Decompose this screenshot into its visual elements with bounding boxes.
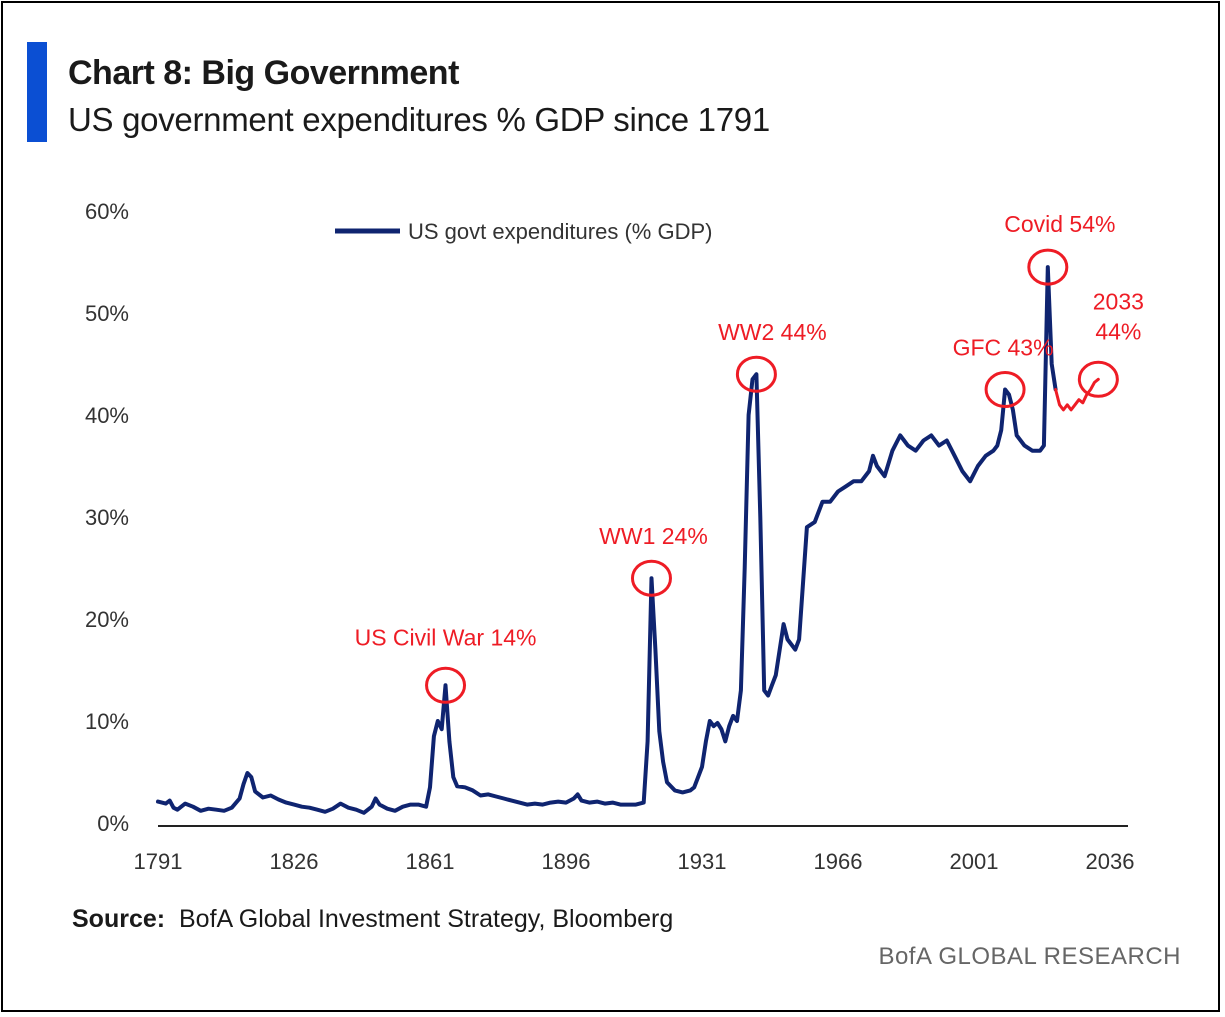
annotation-label: WW1 24%: [599, 523, 708, 549]
source-text: BofA Global Investment Strategy, Bloombe…: [179, 905, 674, 933]
series-layer: [156, 265, 1100, 815]
annotation-label: 44%: [1095, 318, 1141, 344]
annotation-circle: [425, 666, 467, 704]
x-tick-label: 1826: [270, 849, 319, 874]
legend-label: US govt expenditures (% GDP): [408, 219, 712, 244]
x-tick-label: 1861: [406, 849, 455, 874]
annotation-label: US Civil War 14%: [355, 624, 537, 650]
x-tick-label: 1931: [678, 849, 727, 874]
annotation-circle: [984, 371, 1026, 408]
series-line-projection: [1054, 377, 1100, 412]
x-tick-label: 1896: [542, 849, 591, 874]
source-label: Source:: [72, 905, 166, 933]
annotation-circle: [630, 559, 672, 597]
y-tick-label: 20%: [85, 607, 129, 632]
y-tick-label: 40%: [85, 403, 129, 428]
source-note: Source: BofA Global Investment Strategy,…: [72, 905, 673, 934]
annotation-label: 2033: [1093, 288, 1144, 314]
annotation-label: GFC 43%: [953, 335, 1054, 361]
chart-title: Chart 8: Big Government: [68, 54, 459, 92]
x-tick-label: 1791: [134, 849, 183, 874]
annotation-label: WW2 44%: [718, 319, 827, 345]
annotation-circle: [735, 355, 777, 393]
series-line-us-govt-expenditures: [156, 265, 1058, 815]
annotation-layer: US Civil War 14% WW1 24% WW2 44% GFC 43% Cov…: [355, 211, 1144, 704]
y-tick-label: 10%: [85, 709, 129, 734]
y-tick-label: 60%: [85, 199, 129, 224]
chart-subtitle: US government expenditures % GDP since 1…: [68, 101, 770, 138]
y-tick-label: 30%: [85, 505, 129, 530]
y-tick-label: 0%: [97, 811, 129, 836]
annotation-circle: [1027, 248, 1069, 286]
x-tick-label: 1966: [814, 849, 863, 874]
brand-mark: BofA GLOBAL RESEARCH: [878, 943, 1181, 970]
title-accent-bar: [27, 42, 47, 142]
y-tick-label: 50%: [85, 301, 129, 326]
x-tick-label: 2001: [950, 849, 999, 874]
annotation-circle: [1077, 360, 1119, 398]
annotation-label: Covid 54%: [1004, 211, 1115, 237]
x-axis: 1791 1826 1861 1896 1931 1966 2001 2036: [134, 825, 1135, 874]
x-tick-label: 2036: [1086, 849, 1135, 874]
legend: US govt expenditures (% GDP): [335, 219, 712, 244]
y-axis: 0% 10% 20% 30% 40% 50% 60%: [85, 199, 129, 836]
